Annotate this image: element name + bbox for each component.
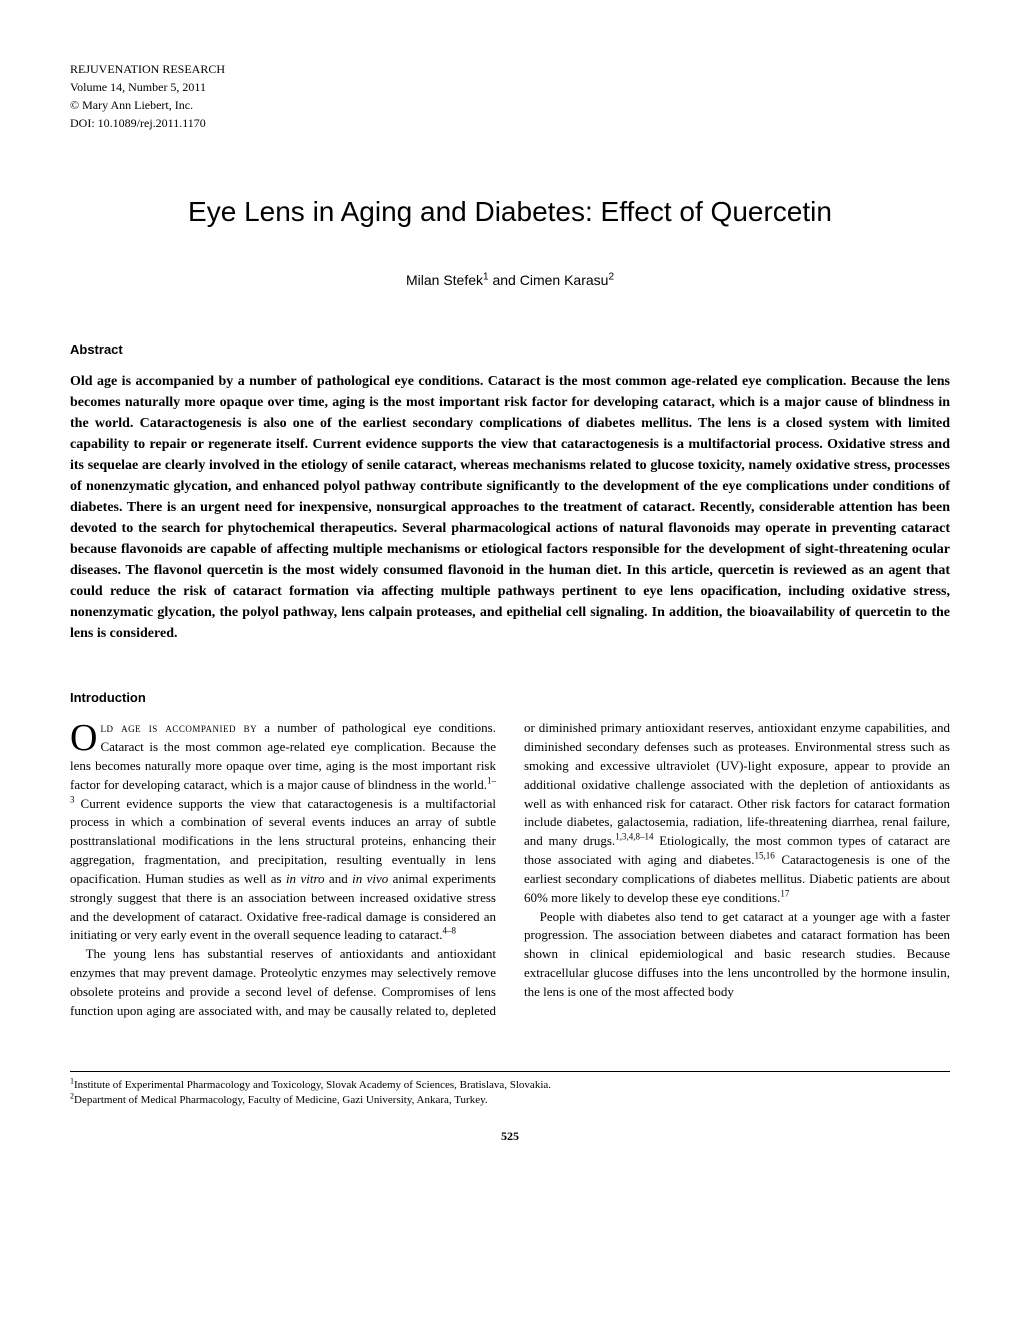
aff-1-text: Institute of Experimental Pharmacology a… (74, 1079, 551, 1091)
journal-volume: Volume 14, Number 5, 2011 (70, 78, 950, 96)
author-1: Milan Stefek (406, 272, 483, 288)
intro-p1-ref2: 4–8 (443, 926, 457, 936)
authors-line: Milan Stefek1 and Cimen Karasu2 (70, 271, 950, 291)
body-text: Old age is accompanied by a number of pa… (70, 719, 950, 1021)
journal-doi: DOI: 10.1089/rej.2011.1170 (70, 114, 950, 132)
intro-paragraph-1: Old age is accompanied by a number of pa… (70, 719, 496, 945)
introduction-heading: Introduction (70, 689, 950, 707)
affiliation-2: 2Department of Medical Pharmacology, Fac… (70, 1093, 950, 1108)
author-2-sup: 2 (608, 272, 614, 283)
intro-p1-italic1: in vitro (286, 871, 325, 886)
journal-header: REJUVENATION RESEARCH Volume 14, Number … (70, 60, 950, 132)
page-number: 525 (70, 1128, 950, 1145)
dropcap: O (70, 719, 100, 754)
intro-p2-ref2: 15,16 (755, 851, 775, 861)
journal-name: REJUVENATION RESEARCH (70, 60, 950, 78)
affiliation-1: 1Institute of Experimental Pharmacology … (70, 1078, 950, 1093)
intro-p1-mid: and (325, 871, 353, 886)
intro-p1-italic2: in vivo (352, 871, 388, 886)
intro-p1-smallcaps: ld age is accompanied by (100, 720, 257, 735)
author-and: and Cimen Karasu (489, 272, 609, 288)
journal-copyright: © Mary Ann Liebert, Inc. (70, 96, 950, 114)
footer-divider (70, 1071, 950, 1072)
intro-p2-ref1: 1,3,4,8–14 (615, 832, 653, 842)
intro-paragraph-3: People with diabetes also tend to get ca… (524, 908, 950, 1002)
affiliations: 1Institute of Experimental Pharmacology … (70, 1078, 950, 1109)
aff-2-text: Department of Medical Pharmacology, Facu… (74, 1094, 488, 1106)
intro-p2-ref3: 17 (780, 888, 789, 898)
article-title: Eye Lens in Aging and Diabetes: Effect o… (70, 192, 950, 231)
abstract-body: Old age is accompanied by a number of pa… (70, 371, 950, 644)
abstract-heading: Abstract (70, 341, 950, 359)
